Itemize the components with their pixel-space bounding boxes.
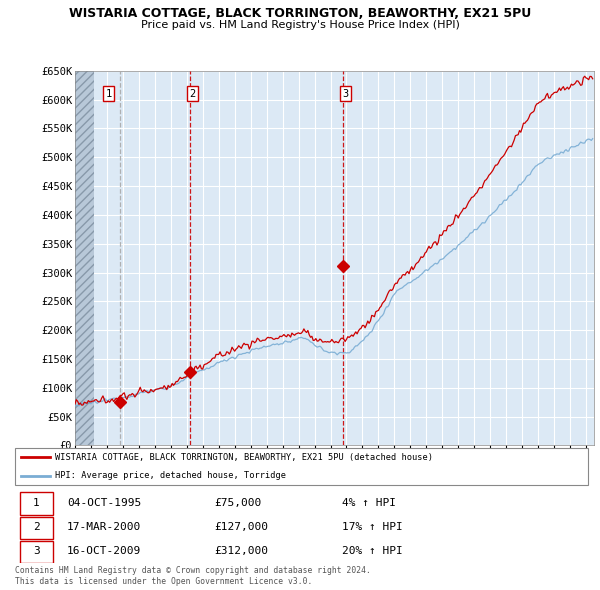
Text: 2: 2 — [33, 522, 40, 532]
Text: WISTARIA COTTAGE, BLACK TORRINGTON, BEAWORTHY, EX21 5PU: WISTARIA COTTAGE, BLACK TORRINGTON, BEAW… — [69, 7, 531, 20]
Text: 17% ↑ HPI: 17% ↑ HPI — [342, 522, 403, 532]
Text: HPI: Average price, detached house, Torridge: HPI: Average price, detached house, Torr… — [55, 471, 286, 480]
Text: WISTARIA COTTAGE, BLACK TORRINGTON, BEAWORTHY, EX21 5PU (detached house): WISTARIA COTTAGE, BLACK TORRINGTON, BEAW… — [55, 453, 433, 462]
Text: £75,000: £75,000 — [215, 498, 262, 508]
Bar — [20, 493, 53, 515]
Text: 1: 1 — [33, 498, 40, 508]
Text: 1: 1 — [105, 89, 112, 99]
Text: Price paid vs. HM Land Registry's House Price Index (HPI): Price paid vs. HM Land Registry's House … — [140, 20, 460, 30]
Text: £312,000: £312,000 — [215, 546, 269, 556]
Text: 16-OCT-2009: 16-OCT-2009 — [67, 546, 141, 556]
Text: 17-MAR-2000: 17-MAR-2000 — [67, 522, 141, 532]
Text: £127,000: £127,000 — [215, 522, 269, 532]
Bar — [20, 541, 53, 563]
Text: Contains HM Land Registry data © Crown copyright and database right 2024.
This d: Contains HM Land Registry data © Crown c… — [15, 566, 371, 586]
Text: 2: 2 — [190, 89, 196, 99]
Text: 04-OCT-1995: 04-OCT-1995 — [67, 498, 141, 508]
Text: 4% ↑ HPI: 4% ↑ HPI — [342, 498, 396, 508]
Text: 3: 3 — [33, 546, 40, 556]
Text: 20% ↑ HPI: 20% ↑ HPI — [342, 546, 403, 556]
Bar — [20, 517, 53, 539]
Text: 3: 3 — [343, 89, 349, 99]
